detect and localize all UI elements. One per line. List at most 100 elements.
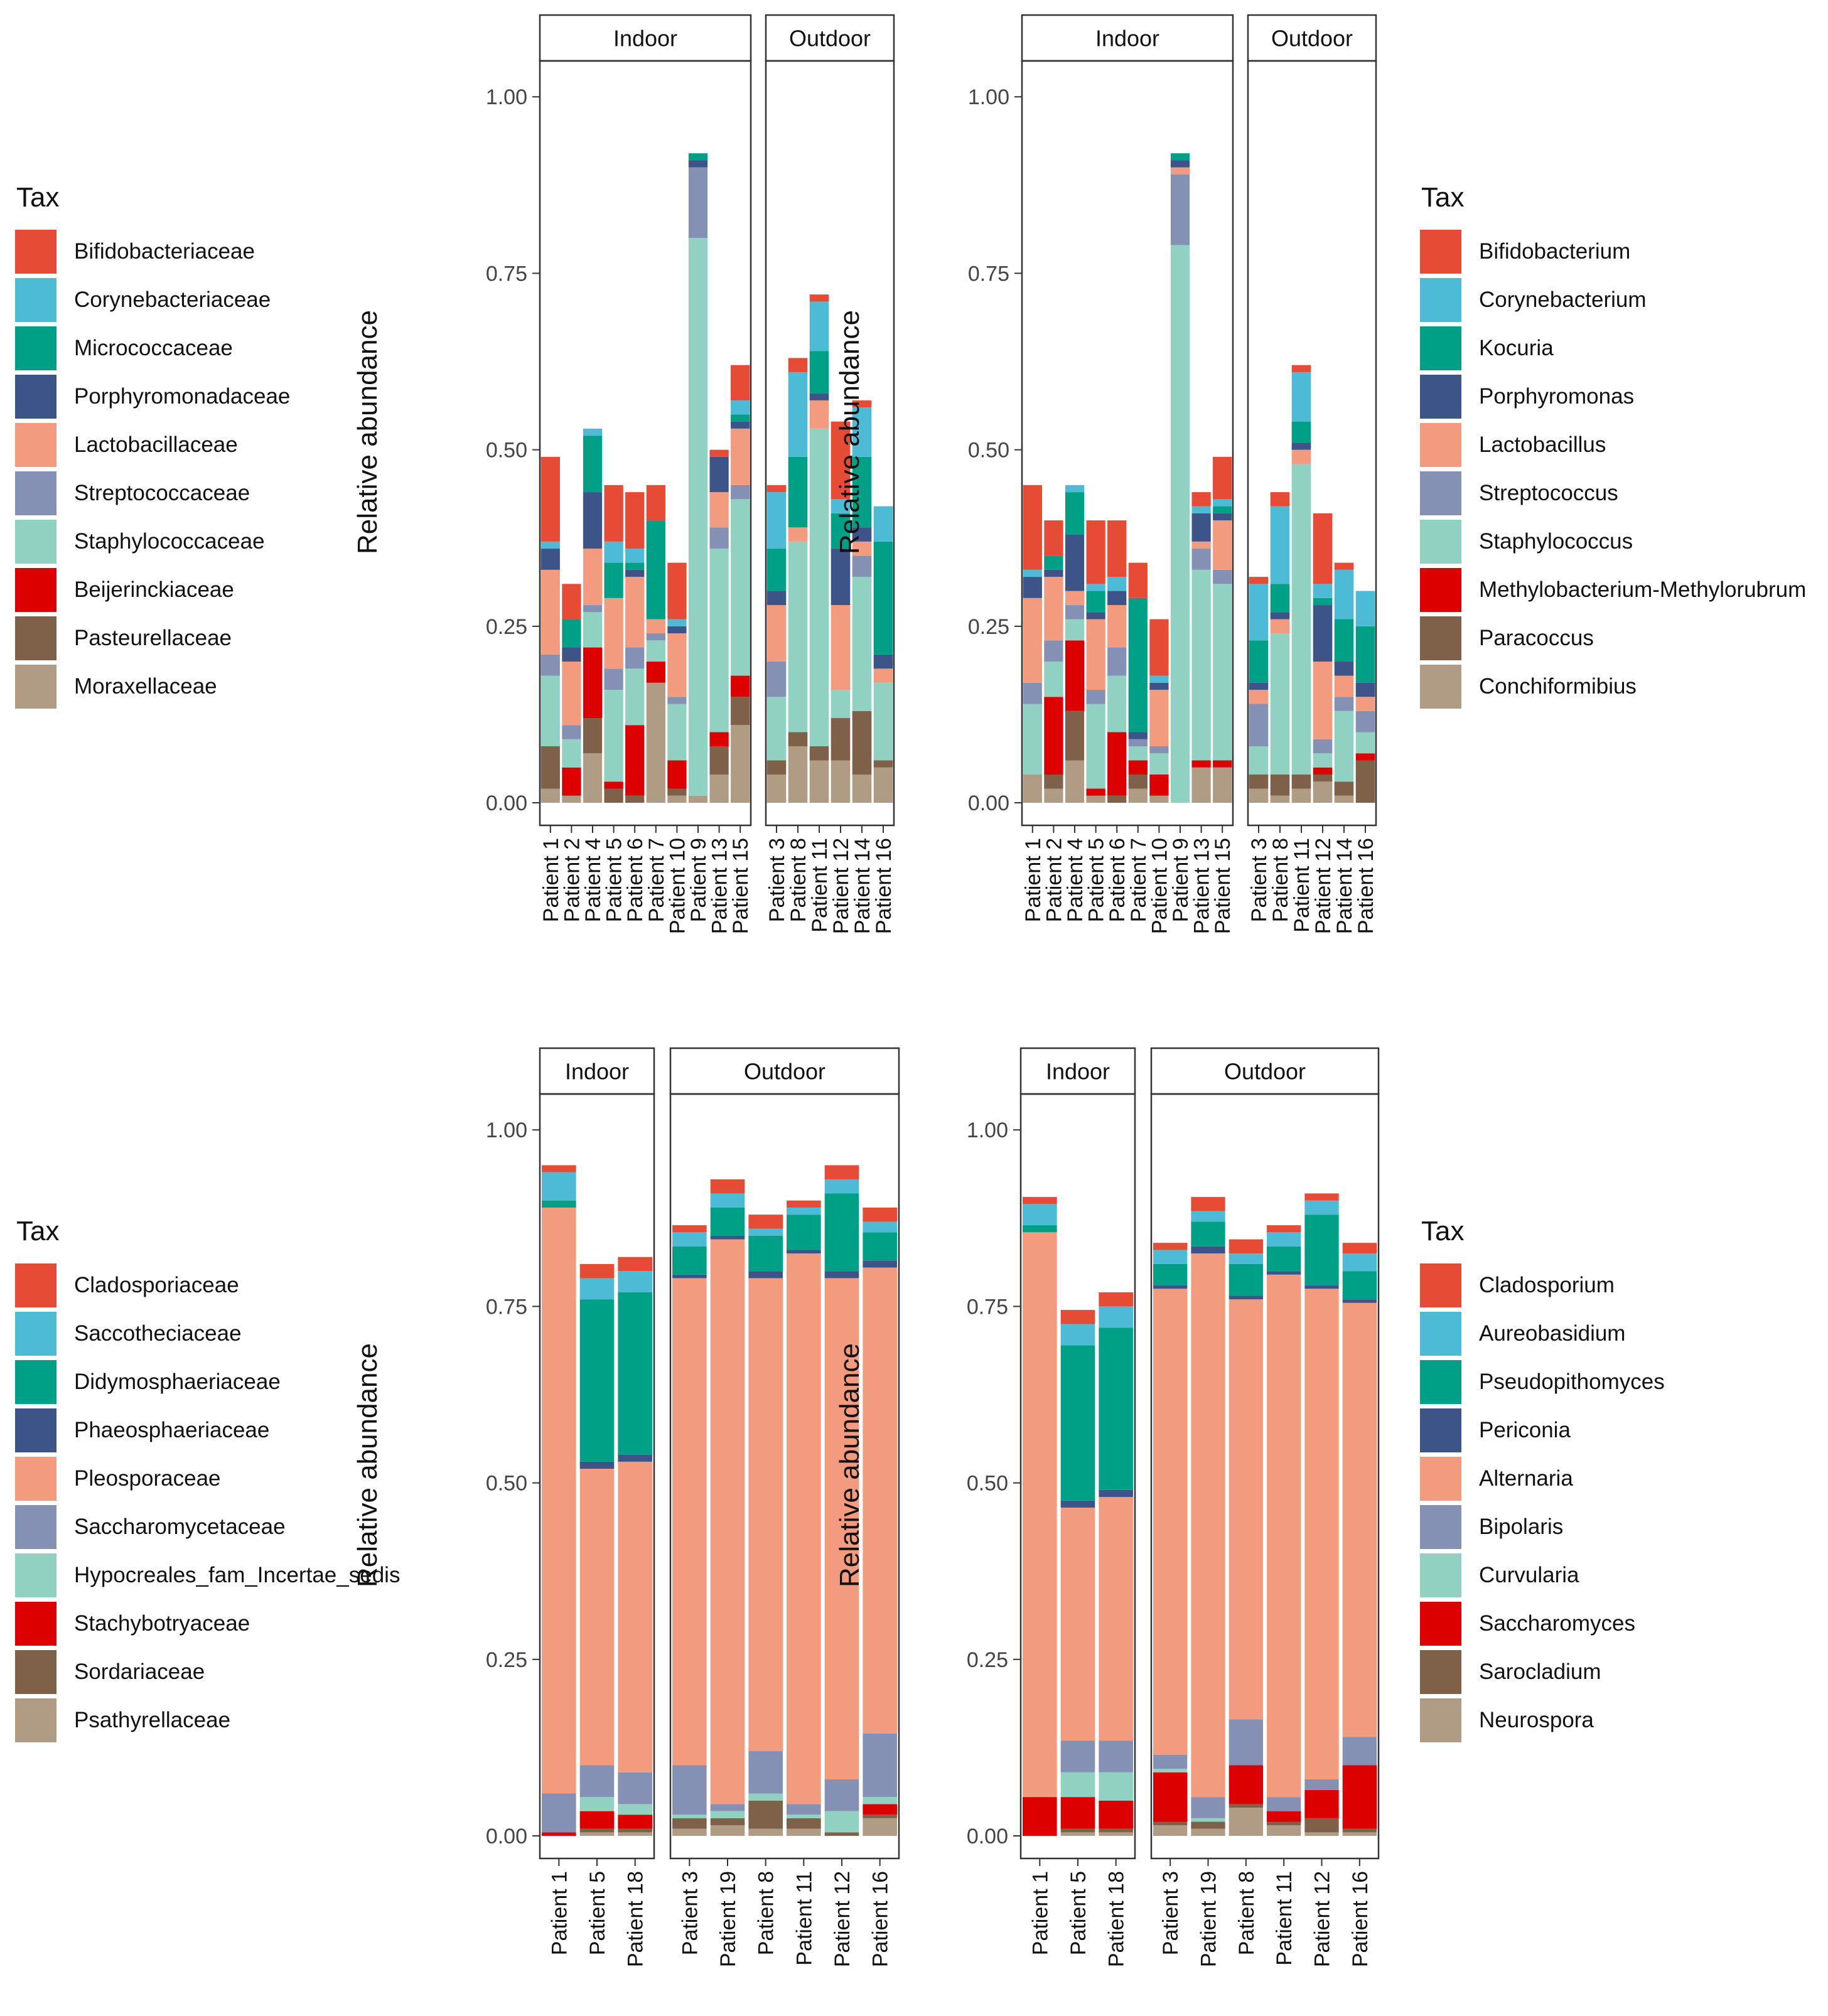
bar-segment-streptococcus: [1213, 569, 1232, 584]
bar-segment-periconia: [1099, 1489, 1133, 1498]
legend-label: Paracoccus: [1479, 625, 1594, 650]
bar-segment-aureobasidium: [1060, 1324, 1095, 1346]
legend-item: Bipolaris: [1420, 1503, 1828, 1551]
bar-segment-sarocladium: [1342, 1828, 1377, 1833]
legend-swatch: [15, 229, 56, 274]
x-tick-label: Patient 2: [560, 838, 584, 922]
legend-swatch: [1420, 1649, 1461, 1694]
bar-segment-didymosphaeriaceae: [579, 1299, 615, 1462]
legend-label: Saccotheciaceae: [74, 1321, 242, 1346]
bar-segment-corynebacterium: [1191, 506, 1211, 513]
bar-segment-streptococcus: [1355, 710, 1375, 732]
bar-segment-didymosphaeriaceae: [618, 1292, 652, 1455]
bar-segment-conchiformibius: [1044, 788, 1063, 803]
facet-label: Indoor: [1046, 1059, 1110, 1085]
bar-segment-sordariaceae: [618, 1828, 652, 1833]
legend-swatch: [1420, 1359, 1461, 1404]
bar-segment-moraxellaceae: [646, 682, 665, 803]
bar-segment-bifidobacterium: [1291, 365, 1311, 372]
legend-item: Hypocreales_fam_Incertae_sedis: [15, 1551, 492, 1599]
bar-segment-staphylococcus: [1355, 732, 1375, 754]
legend-item: Streptococcus: [1420, 469, 1828, 517]
bar-segment-didymosphaeriaceae: [863, 1232, 897, 1261]
y-tick-label: 0.00: [968, 791, 1009, 815]
x-tick-label: Patient 7: [1127, 838, 1151, 922]
bar-segment-pasteurellaceae: [540, 746, 560, 789]
bar-segment-neurospora: [1153, 1825, 1188, 1836]
legend-swatch: [1420, 664, 1461, 709]
legend-swatch: [15, 1359, 56, 1404]
bar-segment-periconia: [1060, 1500, 1095, 1508]
bar-segment-corynebacteriaceae: [540, 541, 560, 549]
bar-segment-porphyromonas: [1044, 569, 1063, 577]
bar-segment-kocuria: [1334, 619, 1354, 662]
legend-swatch: [15, 1408, 56, 1452]
x-tick-label: Patient 15: [1211, 838, 1235, 934]
bar-segment-bifidobacterium: [1191, 492, 1211, 507]
bar-segment-pleosporaceae: [748, 1278, 783, 1752]
bar-segment-kocuria: [1291, 421, 1311, 443]
bar-segment-pasteurellaceae: [604, 788, 623, 803]
bar-segment-beijerinckiaceae: [583, 647, 603, 719]
bar-segment-saccharomyces: [1060, 1797, 1095, 1829]
bar-segment-corynebacteriaceae: [583, 428, 603, 436]
bar-segment-porphyromonadaceae: [873, 654, 893, 669]
bar-segment-aureobasidium: [1342, 1253, 1377, 1272]
bar-segment-bifidobacteriaceae: [604, 485, 623, 542]
x-tick-label: Patient 14: [851, 838, 874, 934]
bar-segment-sordariaceae: [748, 1800, 783, 1829]
legend-item: Beijerinckiaceae: [15, 566, 492, 614]
legend-label: Porphyromonas: [1479, 383, 1635, 409]
bar-segment-moraxellaceae: [540, 788, 560, 803]
bar-segment-streptococcaceae: [667, 697, 687, 704]
legend-item: Lactobacillus: [1420, 421, 1828, 469]
bar-segment-moraxellaceae: [831, 760, 851, 803]
legend: Tax Bifidobacterium Corynebacterium Kocuria…: [1420, 182, 1828, 710]
legend: Tax Cladosporiaceae Saccotheciaceae Didymos…: [15, 1216, 492, 1744]
bar-segment-alternaria: [1191, 1253, 1225, 1798]
bar-segment-bifidobacterium: [1044, 520, 1063, 556]
bar-segment-sarocladium: [1304, 1818, 1339, 1833]
bar-segment-lactobacillus: [1149, 690, 1169, 747]
bar-segment-saccharomycetaceae: [863, 1733, 897, 1798]
legend-item: Pasteurellaceae: [15, 614, 492, 662]
bar-segment-saccotheciaceae: [618, 1271, 652, 1292]
bar-segment-sarocladium: [1099, 1828, 1133, 1833]
legend-item: Sarocladium: [1420, 1648, 1828, 1696]
legend-swatch: [15, 374, 56, 419]
bar-segment-pleosporaceae: [579, 1469, 615, 1766]
bar-segment-neurospora: [1342, 1832, 1377, 1836]
bar-segment-micrococcaceae: [873, 541, 893, 655]
bar-segment-psathyrellaceae: [863, 1818, 897, 1836]
bar-segment-lactobacillaceae: [604, 598, 623, 669]
bar-segment-streptococcus: [1107, 647, 1127, 676]
x-tick-label: Patient 13: [708, 838, 732, 934]
bar-segment-sordariaceae: [579, 1828, 615, 1833]
bar-segment-didymosphaeriaceae: [748, 1235, 783, 1272]
bar-segment-lactobacillus: [1044, 577, 1063, 641]
bar-segment-phaeosphaeriaceae: [710, 1235, 745, 1240]
bar-segment-sordariaceae: [710, 1818, 745, 1826]
legend-item: Alternaria: [1420, 1454, 1828, 1503]
bar-segment-conchiformibius: [1213, 767, 1232, 803]
bar-segment-saccharomycetaceae: [542, 1793, 576, 1833]
bar-segment-hypocreales-fam-incertae-sedis: [748, 1793, 783, 1801]
bar-segment-streptococcaceae: [625, 647, 645, 669]
bar-segment-hypocreales-fam-incertae-sedis: [824, 1811, 859, 1833]
bar-segment-beijerinckiaceae: [731, 675, 750, 697]
x-tick-label: Patient 6: [623, 838, 647, 922]
bar-segment-cladosporiaceae: [824, 1165, 859, 1179]
legend-item: Stachybotryaceae: [15, 1599, 492, 1648]
bar-segment-curvularia: [1099, 1772, 1133, 1801]
bar-segment-aureobasidium: [1099, 1306, 1133, 1328]
legend-label: Periconia: [1479, 1417, 1571, 1442]
bar-segment-micrococcaceae: [731, 414, 750, 422]
bar-segment-phaeosphaeriaceae: [863, 1260, 897, 1268]
bar-segment-paracoccus: [1128, 775, 1148, 789]
bar-segment-staphylococcaceae: [831, 690, 851, 719]
legend-label: Alternaria: [1479, 1466, 1573, 1491]
bar-segment-kocuria: [1170, 153, 1190, 161]
bar-segment-conchiformibius: [1149, 795, 1169, 803]
legend-item: Saccotheciaceae: [15, 1309, 492, 1358]
bar-segment-sarocladium: [1229, 1804, 1263, 1808]
